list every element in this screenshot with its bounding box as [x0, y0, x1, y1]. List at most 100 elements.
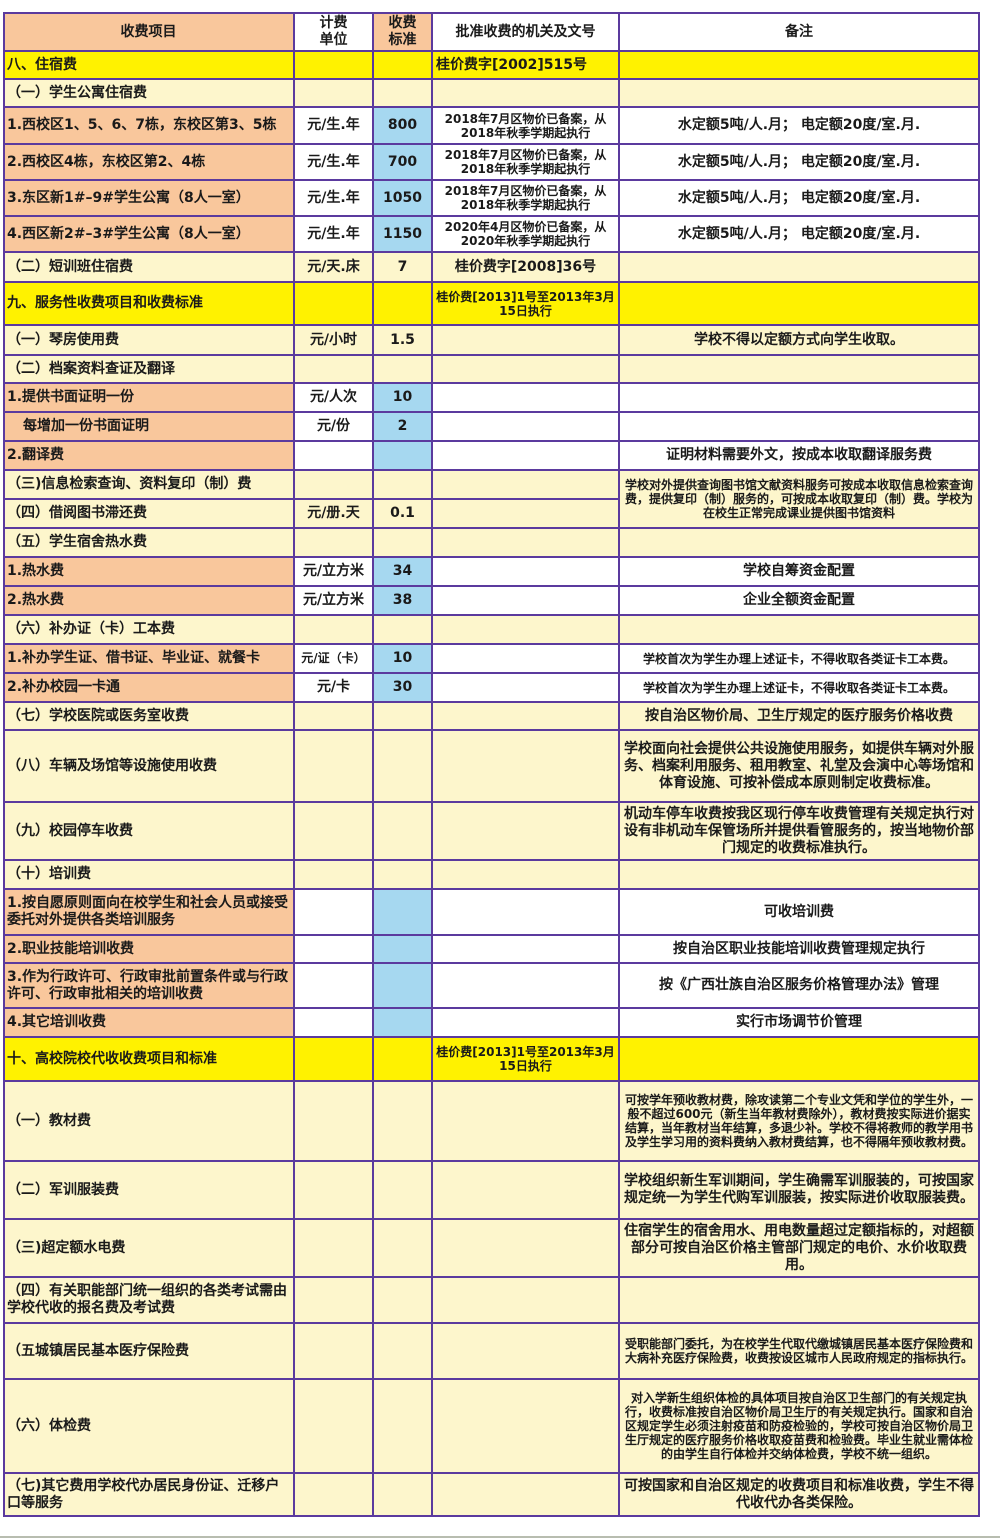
cell-unit: [293, 1322, 374, 1380]
cell-approval: [431, 1080, 620, 1162]
cell-standard: 7: [372, 251, 433, 283]
section-row: 八、住宿费 桂价费字[2002]515号: [3, 50, 980, 80]
section-row: 九、服务性收费项目和收费标准 桂价费[2013]1号至2013年3月15日执行: [3, 281, 980, 326]
cell-remark: 学校组织新生军训期间，学生确需军训服装的，可按国家规定统一为学生代购军训服装，按…: [618, 1160, 980, 1220]
cell-standard: [372, 729, 433, 803]
cell-item-name: 1.热水费: [3, 556, 295, 587]
cell-approval: [431, 1276, 620, 1324]
cell-approval: 2018年7月区物价已备案，从2018年秋季学期起执行: [431, 143, 620, 181]
cell-standard: [372, 527, 433, 558]
cell-standard: [372, 1007, 433, 1038]
cell-unit: [293, 801, 374, 861]
cell-standard: [372, 934, 433, 964]
cell-standard: 1150: [372, 215, 433, 253]
header-remark: 备注: [618, 12, 980, 52]
cell-approval: [431, 962, 620, 1009]
cell-remark: 按自治区职业技能培训收费管理规定执行: [618, 934, 980, 964]
cell-remark: 水定额5吨/人.月； 电定额20度/室.月.: [618, 143, 980, 181]
cell-remark: 学校对外提供查询图书馆文献资料服务可按成本收取信息检索查询费，提供复印（制）服务…: [618, 469, 980, 529]
cell-unit: 元/生.年: [293, 143, 374, 181]
cell-standard: [372, 1378, 433, 1474]
cell-standard: 1050: [372, 179, 433, 217]
item-row: 2.翻译费 证明材料需要外文，按成本收取翻译服务费: [3, 440, 980, 471]
cell-approval: [431, 324, 620, 356]
cell-unit: [293, 281, 374, 326]
cell-remark: [618, 382, 980, 413]
cell-item-name: （九）校园停车收费: [3, 801, 295, 861]
cell-item-name: （二）军训服装费: [3, 1160, 295, 1220]
sub-row: （三)超定额水电费 住宿学生的宿舍用水、用电数量超过定额指标的，对超额部分可按自治…: [3, 1218, 980, 1278]
cell-remark: 学校首次为学生办理上述证卡，不得收取各类证卡工本费。: [618, 672, 980, 703]
cell-approval: [431, 934, 620, 964]
cell-standard: 34: [372, 556, 433, 587]
cell-standard: [372, 801, 433, 861]
cell-remark: [618, 411, 980, 442]
cell-remark: [618, 1036, 980, 1082]
cell-standard: 10: [372, 643, 433, 674]
sub-row: （一）教材费 可按学年预收教材费，除攻读第二个专业文凭和学位的学生外，一般不超过6…: [3, 1080, 980, 1162]
cell-item-name: （七）学校医院或医务室收费: [3, 701, 295, 731]
cell-approval: [431, 527, 620, 558]
cell-item-name: （五）学生宿舍热水费: [3, 527, 295, 558]
cell-approval: 桂价费[2013]1号至2013年3月15日执行: [431, 1036, 620, 1082]
sub-row: （八）车辆及场馆等设施使用收费 学校面向社会提供公共设施使用服务，如提供车辆对外服…: [3, 729, 980, 803]
item-row: 4.其它培训收费 实行市场调节价管理: [3, 1007, 980, 1038]
sub-row: （六）补办证（卡）工本费: [3, 614, 980, 645]
cell-unit: 元/生.年: [293, 106, 374, 145]
cell-remark: [618, 614, 980, 645]
cell-remark: [618, 354, 980, 384]
cell-standard: [372, 888, 433, 936]
sub-row: （五）学生宿舍热水费: [3, 527, 980, 558]
item-row: 2.职业技能培训收费 按自治区职业技能培训收费管理规定执行: [3, 934, 980, 964]
cell-approval: 桂价费字[2008]36号: [431, 251, 620, 283]
cell-unit: [293, 1036, 374, 1082]
cell-item-name: 1.西校区1、5、6、7栋，东校区第3、5栋: [3, 106, 295, 145]
cell-approval: [431, 729, 620, 803]
sub-row: （三)信息检索查询、资料复印（制）费 学校对外提供查询图书馆文献资料服务可按成本收…: [3, 469, 980, 529]
cell-remark: 企业全额资金配置: [618, 585, 980, 616]
item-row: 1.西校区1、5、6、7栋，东校区第3、5栋 元/生.年 800 2018年7月区物价…: [3, 106, 980, 145]
sub-row: （七）学校医院或医务室收费 按自治区物价局、卫生厅规定的医疗服务价格收费: [3, 701, 980, 731]
item-row: 2.热水费 元/立方米 38 企业全额资金配置: [3, 585, 980, 616]
header-row: 收费项目 计费 单位 收费 标准 批准收费的机关及文号 备注: [3, 12, 980, 52]
cell-standard: [372, 962, 433, 1009]
cell-item-name: （五城镇居民基本医疗保险费: [3, 1322, 295, 1380]
cell-approval: 桂价费[2013]1号至2013年3月15日执行: [431, 281, 620, 326]
cell-approval: [431, 1378, 620, 1474]
sub-row: （五城镇居民基本医疗保险费 受职能部门委托，为在校学生代取代缴城镇居民基本医疗保险…: [3, 1322, 980, 1380]
cell-approval: 2018年7月区物价已备案，从2018年秋季学期起执行: [431, 106, 620, 145]
cell-standard: [372, 1080, 433, 1162]
item-row: 3.东区新1#–9#学生公寓（8人一室） 元/生.年 1050 2018年7月区物价已…: [3, 179, 980, 217]
cell-remark: 按自治区物价局、卫生厅规定的医疗服务价格收费: [618, 701, 980, 731]
cell-standard: [372, 354, 433, 384]
sub-row: （四）有关职能部门统一组织的各类考试需由学校代收的报名费及考试费: [3, 1276, 980, 1324]
cell-unit: 元/立方米: [293, 585, 374, 616]
cell-unit: [293, 1472, 374, 1517]
cell-standard: 30: [372, 672, 433, 703]
cell-standard: [372, 1218, 433, 1278]
cell-item-name: （三)超定额水电费: [3, 1218, 295, 1278]
cell-item-name: 3.作为行政许可、行政审批前置条件或与行政许可、行政审批相关的培训收费: [3, 962, 295, 1009]
fee-table: 收费项目 计费 单位 收费 标准 批准收费的机关及文号 备注 八、住宿费 桂价费字…: [3, 12, 980, 1517]
cell-standard: 700: [372, 143, 433, 181]
cell-approval: [431, 1160, 620, 1220]
cell-approval: [431, 585, 620, 616]
cell-item-name: 2.翻译费: [3, 440, 295, 471]
cell-approval: 桂价费字[2002]515号: [431, 50, 620, 80]
cell-unit: [293, 962, 374, 1009]
cell-unit: 元/天.床: [293, 251, 374, 283]
cell-item-name: 3.东区新1#–9#学生公寓（8人一室）: [3, 179, 295, 217]
cell-item-name: 1.补办学生证、借书证、毕业证、就餐卡: [3, 643, 295, 674]
cell-unit: 元/证（卡）: [293, 643, 374, 674]
cell-remark: 受职能部门委托，为在校学生代取代缴城镇居民基本医疗保险费和大病补充医疗保险费，收…: [618, 1322, 980, 1380]
cell-remark: [618, 281, 980, 326]
cell-remark: 对入学新生组织体检的具体项目按自治区卫生部门的有关规定执行，收费标准按自治区物价…: [618, 1378, 980, 1474]
cell-unit: [293, 354, 374, 384]
cell-approval: [431, 469, 620, 500]
sub-row: （九）校园停车收费 机动车停车收费按我区现行停车收费管理有关规定执行对设有非机动车…: [3, 801, 980, 861]
header-approval: 批准收费的机关及文号: [431, 12, 620, 52]
cell-standard: [372, 1160, 433, 1220]
cell-standard: [372, 1472, 433, 1517]
cell-item-name: （二）档案资料查证及翻译: [3, 354, 295, 384]
bottom-divider: [0, 1536, 1000, 1538]
